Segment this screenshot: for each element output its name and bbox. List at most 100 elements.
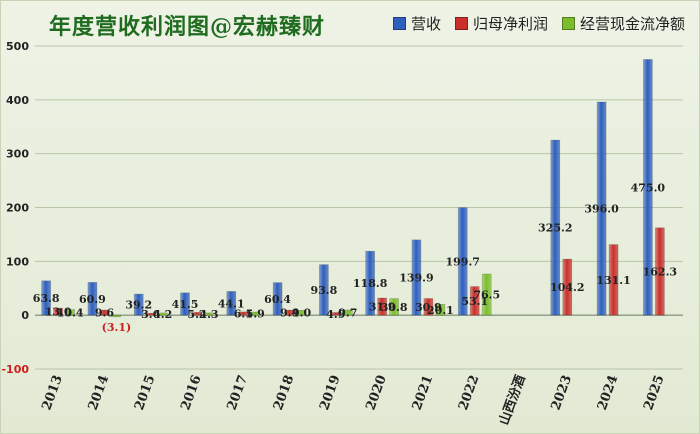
data-label: 30.9 [415, 301, 442, 314]
bar-2024-营收 [596, 101, 607, 316]
data-label: 5.9 [246, 308, 265, 321]
bar-2013-营收 [41, 280, 51, 316]
legend: 营收 归母净利润 经营现金流净额 [392, 13, 685, 34]
x-tick-label: 山西汾酒 [496, 373, 529, 427]
bar-2016-经营现金流净额 [204, 312, 214, 316]
y-tick-label: 400 [6, 94, 29, 107]
x-tick-label: 2020 [363, 373, 389, 412]
legend-swatch-operating-cash-flow [561, 17, 575, 30]
bar-2018-营收 [272, 282, 283, 316]
data-label: 4.9 [326, 308, 345, 321]
bar-2019-经营现金流净额 [343, 309, 353, 316]
bar-2020-归母净利润 [377, 297, 387, 316]
bar-2025-营收 [643, 59, 653, 316]
legend-item-net-profit: 归母净利润 [454, 13, 548, 34]
data-label: 60.4 [264, 293, 291, 306]
data-label: 44.1 [218, 297, 245, 310]
x-tick-label: 2013 [39, 373, 65, 412]
bar-2014-营收 [87, 282, 98, 316]
y-tick-label: 100 [6, 255, 29, 268]
y-tick-label: 500 [6, 40, 29, 53]
data-label: 475.0 [631, 181, 666, 194]
bar-2022-归母净利润 [469, 286, 480, 316]
x-tick-label: 2019 [317, 373, 343, 412]
x-tick-label: 2024 [595, 373, 621, 412]
y-tick-label: -100 [1, 363, 29, 376]
bar-2021-营收 [411, 239, 422, 316]
data-label: (3.1) [102, 321, 132, 334]
x-tick-label: 2022 [456, 373, 482, 412]
bar-2014-经营现金流净额 [111, 314, 122, 318]
bar-2019-归母净利润 [331, 312, 341, 316]
data-label: 325.2 [538, 222, 572, 235]
bar-2023-营收 [550, 139, 561, 316]
legend-label-net-profit: 归母净利润 [472, 15, 548, 33]
data-label: 162.3 [643, 265, 677, 278]
data-label: 9.6 [95, 307, 114, 320]
data-label: 13.0 [45, 306, 72, 319]
bar-2018-经营现金流净额 [296, 310, 307, 316]
x-tick-label: 2021 [410, 373, 436, 412]
data-label: 4.3 [199, 308, 218, 321]
data-label: 199.7 [445, 255, 479, 268]
data-label: 6.1 [234, 308, 253, 321]
data-label: 9.4 [280, 307, 299, 320]
data-label: 131.1 [596, 274, 630, 287]
data-label: 139.9 [399, 272, 433, 285]
bar-2025-归母净利润 [655, 227, 665, 316]
bar-2017-营收 [226, 291, 237, 316]
data-label: 5.2 [187, 308, 206, 321]
x-tick-label: 2016 [178, 373, 204, 412]
legend-item-operating-cash-flow: 经营现金流净额 [561, 13, 685, 34]
x-tick-label: 2018 [271, 373, 297, 412]
y-tick-label: 0 [21, 309, 29, 322]
legend-label-operating-cash-flow: 经营现金流净额 [579, 15, 685, 33]
y-tick-label: 200 [6, 202, 29, 215]
bar-2016-归母净利润 [192, 312, 202, 316]
bar-2022-营收 [457, 207, 468, 316]
data-label: 60.9 [79, 293, 106, 306]
data-label: 10.4 [57, 306, 84, 319]
chart-title: 年度营收利润图@宏赫臻财 [49, 14, 326, 40]
data-label: 3.6 [141, 308, 160, 321]
bar-2021-经营现金流净额 [435, 304, 446, 316]
bar-2013-经营现金流净额 [65, 309, 75, 316]
data-label: 118.8 [353, 277, 388, 290]
legend-label-revenue: 营收 [410, 15, 441, 33]
bar-2024-归母净利润 [608, 244, 619, 316]
bar-2015-归母净利润 [145, 312, 156, 316]
data-label: 20.1 [427, 304, 454, 317]
data-label: 9.0 [292, 307, 311, 320]
data-label: 93.8 [310, 284, 337, 297]
data-label: 396.0 [584, 203, 619, 216]
data-label: 39.2 [125, 299, 152, 312]
data-label: 104.2 [550, 281, 584, 294]
legend-item-revenue: 营收 [392, 13, 441, 34]
x-tick-label: 2025 [641, 373, 667, 412]
bar-2020-经营现金流净额 [389, 298, 399, 316]
data-label: 30.8 [381, 301, 408, 314]
bar-2014-归母净利润 [99, 309, 110, 316]
data-label: 76.5 [473, 289, 500, 302]
data-label: 4.2 [153, 308, 172, 321]
x-tick-label: 2023 [549, 373, 575, 412]
data-label: 31.9 [369, 301, 396, 314]
legend-swatch-revenue [392, 17, 406, 30]
bar-2019-营收 [319, 264, 329, 316]
data-label: 41.5 [172, 298, 199, 311]
x-tick-label: 2015 [132, 373, 158, 412]
bar-2015-营收 [133, 293, 144, 316]
x-tick-label: 2014 [86, 373, 112, 412]
bar-2021-归母净利润 [423, 298, 434, 316]
bar-2023-归母净利润 [562, 258, 573, 316]
bar-2016-营收 [180, 292, 190, 316]
x-tick-label: 2017 [225, 373, 251, 412]
y-tick-label: 300 [6, 148, 29, 161]
data-label: 53.1 [461, 295, 488, 308]
bar-2013-归母净利润 [53, 307, 63, 316]
data-label: 9.7 [338, 307, 357, 320]
bar-2017-归母净利润 [238, 311, 249, 316]
bar-2018-归母净利润 [284, 309, 295, 316]
